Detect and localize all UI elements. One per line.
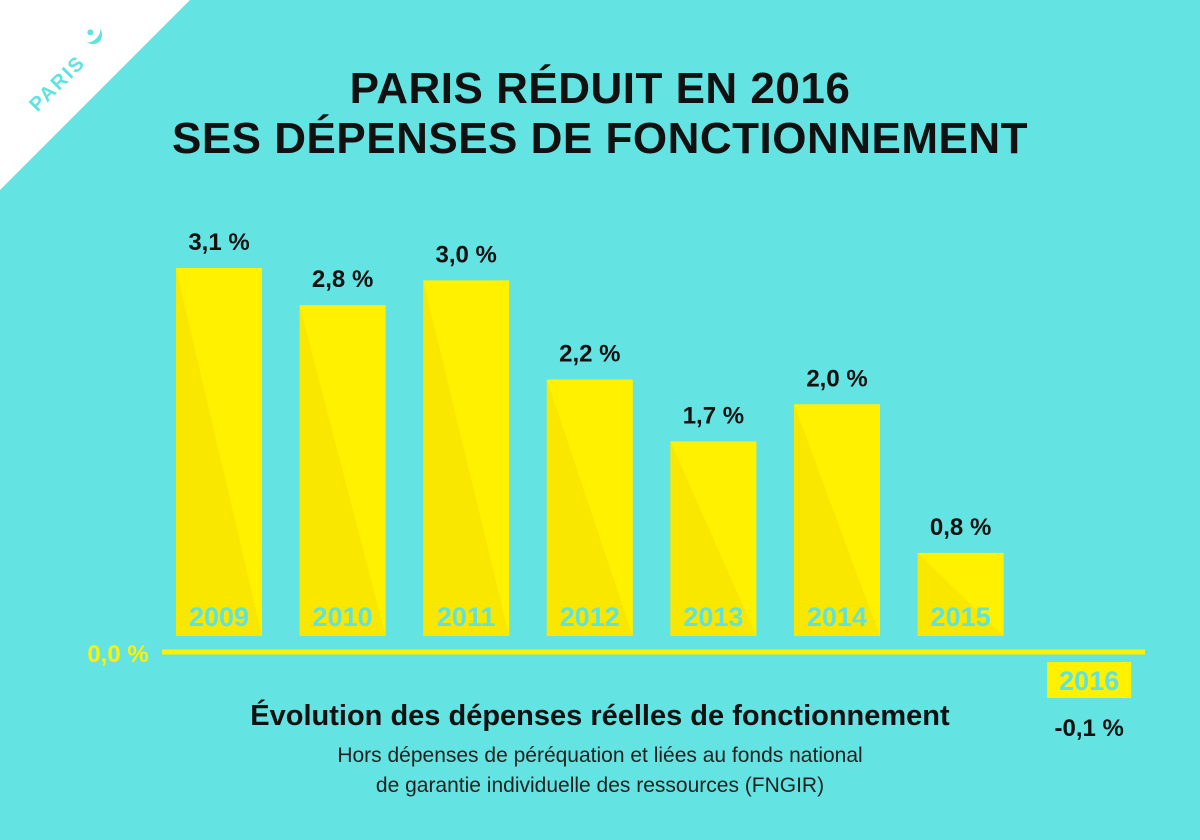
value-label-2016: -0,1 % xyxy=(1055,715,1124,742)
bar-shade-2013 xyxy=(670,441,757,636)
bar-shade-2015 xyxy=(917,552,1004,636)
bar-shade-2010 xyxy=(299,305,386,636)
value-label-2010: 2,8 % xyxy=(312,266,373,293)
year-label-2015: 2015 xyxy=(931,602,991,632)
title-line-2: SES DÉPENSES DE FONCTIONNEMENT xyxy=(171,114,1028,163)
value-label-2014: 2,0 % xyxy=(806,365,867,392)
bar-shade-2009 xyxy=(176,268,262,636)
title-line-1: PARIS RÉDUIT EN 2016 xyxy=(349,64,851,113)
bar-shade-2014 xyxy=(794,404,880,636)
chart-note-line-1: Hors dépenses de péréquation et liées au… xyxy=(337,744,863,767)
year-label-2016: 2016 xyxy=(1059,666,1119,696)
value-label-2012: 2,2 % xyxy=(559,340,620,367)
bar-shade-2012 xyxy=(546,379,633,636)
bar-shade-2011 xyxy=(423,280,510,636)
value-label-2015: 0,8 % xyxy=(930,514,991,541)
year-label-2012: 2012 xyxy=(560,602,620,632)
value-label-2011: 3,0 % xyxy=(436,241,497,268)
paris-logo-icon xyxy=(86,28,103,45)
bar-2016 xyxy=(1047,662,1132,698)
paris-logo-corner: PARIS xyxy=(0,0,190,190)
year-label-2011: 2011 xyxy=(437,602,496,632)
year-label-2014: 2014 xyxy=(807,602,867,632)
chart-subtitle: Évolution des dépenses réelles de foncti… xyxy=(250,700,950,732)
year-label-2013: 2013 xyxy=(683,602,743,632)
year-label-2010: 2010 xyxy=(313,602,373,632)
value-label-2013: 1,7 % xyxy=(683,402,744,429)
chart-note-line-2: de garantie individuelle des ressources … xyxy=(375,774,825,797)
baseline-label: 0,0 % xyxy=(87,641,148,668)
year-label-2009: 2009 xyxy=(189,602,249,632)
value-label-2009: 3,1 % xyxy=(188,229,249,256)
